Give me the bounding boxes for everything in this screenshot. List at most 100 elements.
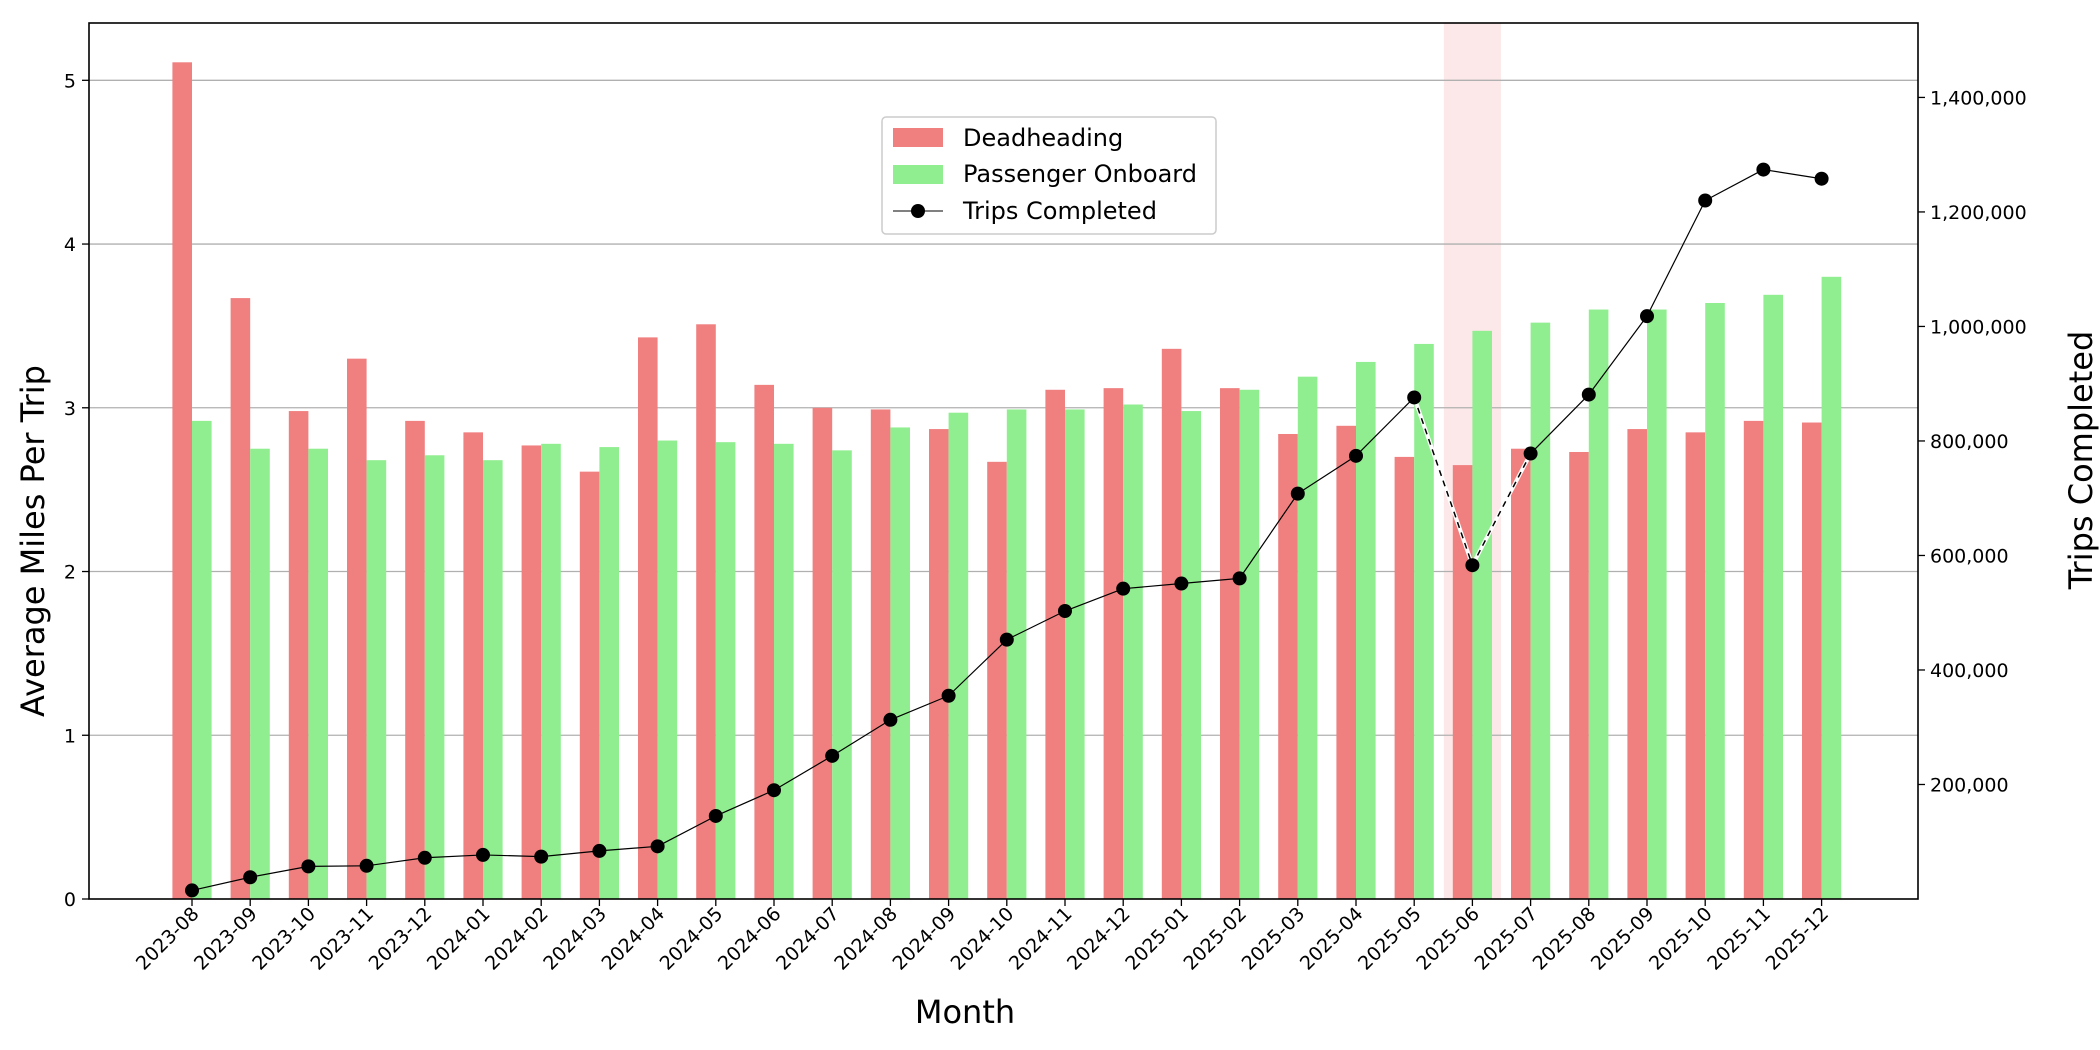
bar-deadheading [987, 461, 1007, 899]
bar-passenger-onboard [1821, 276, 1842, 899]
bar-deadheading [1336, 425, 1356, 899]
trips-point [1232, 571, 1247, 586]
trips-line-segment [424, 854, 484, 859]
trips-line-segment [1239, 493, 1299, 579]
y2-tick-label: 400,000 [1930, 660, 2009, 682]
trips-point [941, 688, 956, 703]
trips-point [708, 808, 723, 823]
bar-passenger-onboard [832, 450, 852, 899]
trips-point [1290, 486, 1305, 501]
trips-point [185, 883, 199, 898]
y2-tick-label: 1,200,000 [1930, 202, 2027, 224]
legend-label-passenger-onboard: Passenger Onboard [963, 160, 1197, 188]
bar-passenger-onboard [1181, 411, 1201, 899]
bar-deadheading [1452, 465, 1473, 899]
bar-deadheading [870, 409, 891, 899]
legend: Deadheading Passenger Onboard Trips Comp… [881, 116, 1217, 235]
trips-line-segment [482, 854, 542, 858]
trips-line-segment [1297, 455, 1357, 495]
y-axis-title: Average Miles Per Trip [14, 365, 52, 717]
bar-passenger-onboard [250, 448, 270, 899]
bar-layer [172, 62, 1842, 900]
bar-deadheading [521, 445, 542, 899]
legend-swatch-passenger-onboard [893, 165, 943, 184]
bar-passenger-onboard [1006, 409, 1027, 899]
trips-point [999, 632, 1014, 647]
bar-passenger-onboard [308, 448, 328, 899]
legend-frame [881, 116, 1217, 235]
bar-deadheading [1161, 348, 1182, 900]
trips-point [1407, 390, 1422, 405]
y-tick-label: 4 [64, 234, 76, 256]
bar-passenger-onboard [424, 455, 445, 899]
plot-frame [88, 22, 1919, 900]
bar-deadheading [754, 384, 774, 899]
trips-point [1349, 448, 1363, 463]
trips-line-segment-dashed [1471, 453, 1532, 566]
trips-line-segment [890, 695, 949, 721]
trips-point [883, 712, 898, 727]
trips-point [825, 748, 840, 763]
trips-point [1058, 604, 1072, 619]
trips-point [243, 870, 258, 885]
trips-point [1523, 446, 1538, 461]
trips-point [1698, 193, 1713, 208]
trips-point [650, 839, 665, 854]
trips-line-segment [1123, 582, 1182, 590]
bar-passenger-onboard [1763, 294, 1783, 899]
bar-passenger-onboard [1356, 361, 1376, 899]
trips-point [1756, 162, 1771, 177]
bar-deadheading [1627, 429, 1647, 899]
bar-deadheading [172, 62, 192, 900]
y2-tick-label: 800,000 [1930, 431, 2009, 453]
trips-line-segment [715, 789, 775, 817]
bar-deadheading [1569, 451, 1589, 899]
trips-line-segment [1064, 588, 1124, 612]
trips-line-segment-dashed [1413, 397, 1474, 566]
bar-passenger-onboard [1239, 389, 1260, 899]
bar-deadheading [1045, 389, 1065, 899]
bar-deadheading [463, 432, 483, 899]
bar-passenger-onboard [1530, 322, 1551, 899]
trips-line-segment [1763, 168, 1822, 180]
line-layer [185, 162, 1829, 898]
bar-deadheading [638, 337, 658, 899]
y2-tick-label: 600,000 [1930, 545, 2009, 567]
trips-line-segment [1530, 394, 1590, 454]
trips-line-segment [250, 865, 309, 878]
y-tick-label: 3 [64, 398, 76, 420]
trips-point [1640, 309, 1654, 324]
trips-point [767, 783, 781, 798]
bar-passenger-onboard [599, 447, 619, 899]
bar-passenger-onboard [1472, 330, 1492, 900]
trips-point [1814, 171, 1829, 186]
bar-passenger-onboard [1065, 409, 1085, 899]
trips-line-segment [773, 755, 833, 791]
trips-point [1174, 576, 1189, 591]
legend-label-deadheading: Deadheading [963, 124, 1123, 152]
bar-passenger-onboard [657, 440, 678, 899]
bar-deadheading [1685, 432, 1706, 899]
y2-axis-title: Trips Completed [2062, 331, 2100, 591]
bar-passenger-onboard [1647, 309, 1667, 899]
trips-point [1581, 387, 1596, 402]
trips-line-segment [599, 845, 658, 852]
bar-deadheading [230, 298, 251, 899]
trips-point [359, 858, 374, 873]
bar-deadheading [696, 324, 716, 899]
bar-deadheading [1278, 433, 1298, 899]
trips-line-segment [1588, 315, 1648, 395]
bar-passenger-onboard [1705, 302, 1725, 899]
bar-deadheading [1511, 448, 1531, 899]
bar-passenger-onboard [890, 427, 910, 899]
bar-passenger-onboard [541, 443, 561, 899]
bar-deadheading [1394, 456, 1415, 899]
bar-passenger-onboard [192, 420, 212, 899]
bar-deadheading [288, 411, 309, 899]
legend-swatch-deadheading [893, 128, 943, 147]
bar-deadheading [929, 429, 949, 899]
trips-point [592, 843, 607, 858]
trips-line-segment [541, 850, 600, 858]
trips-line-segment [831, 719, 891, 757]
